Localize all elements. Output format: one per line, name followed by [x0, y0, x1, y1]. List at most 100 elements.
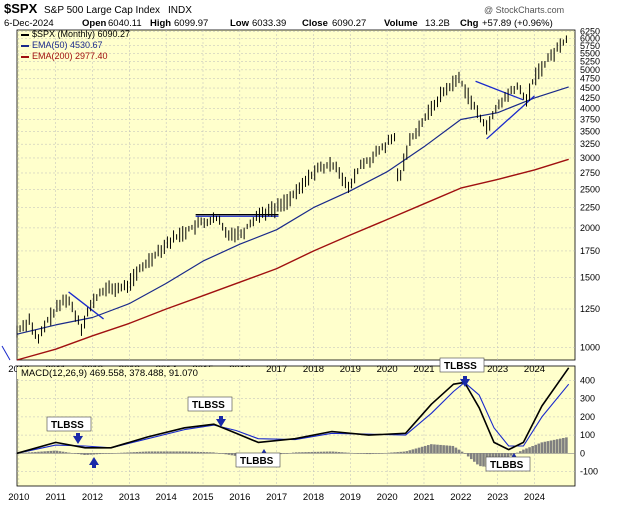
histogram-bar: [356, 453, 359, 454]
price-grid: [17, 30, 575, 360]
histogram-bar: [420, 446, 424, 454]
macd-y-tick-label: 300: [580, 394, 595, 404]
histogram-bar: [166, 451, 169, 454]
histogram-bar: [393, 452, 396, 454]
histogram-bar: [310, 451, 313, 454]
price-y-axis: 1000 1250 1500 1750 2000 2250 2500 2750 3000 3250…: [580, 26, 600, 352]
histogram-bar: [322, 451, 326, 454]
histogram-bar: [353, 453, 356, 454]
ema50-layer: [16, 86, 569, 335]
histogram-bar: [135, 452, 139, 454]
histogram-bar: [175, 451, 178, 454]
histogram-bar: [402, 451, 406, 454]
histogram-bar: [132, 452, 135, 454]
histogram-bar: [110, 453, 114, 454]
histogram-bar: [70, 453, 74, 454]
price-y-tick-label: 6250: [580, 26, 600, 36]
trendline-layer: [1, 80, 535, 361]
callout-box: [46, 416, 92, 432]
macd-x-tick-label: 2017: [266, 492, 287, 503]
histogram-bar: [482, 453, 485, 467]
legend-swatch: [21, 34, 29, 36]
price-y-tick-label: 4750: [580, 74, 600, 84]
macd-line: [16, 367, 570, 455]
histogram-bar: [77, 453, 80, 455]
histogram-bar: [334, 451, 338, 454]
histogram-bar: [479, 453, 482, 467]
histogram-bar: [107, 453, 111, 454]
macd-x-tick-label: 2020: [377, 492, 398, 503]
histogram-bar: [350, 452, 353, 454]
histogram-bar: [543, 441, 547, 454]
callout-label: TLBSS: [192, 400, 225, 411]
histogram-bar: [169, 451, 172, 454]
histogram-bar: [460, 451, 464, 454]
histogram-bar: [344, 452, 347, 454]
histogram-bar: [24, 452, 28, 454]
ema200-layer: [16, 158, 569, 361]
price-y-tick-label: 2000: [580, 223, 600, 233]
histogram-bar: [58, 451, 62, 454]
callout-box: [485, 456, 531, 472]
histogram-bar: [141, 451, 145, 454]
macd-label: MACD(12,26,9) 469.558, 378.488, 91.070: [21, 368, 198, 379]
histogram-bar: [150, 451, 154, 454]
price-y-tick-label: 5250: [580, 56, 600, 66]
histogram-bar: [454, 447, 458, 454]
histogram-bar: [414, 448, 418, 454]
legend-label: EMA(50) 4530.67: [32, 40, 103, 50]
price-x-tick-label: 2023: [487, 364, 508, 375]
chg-label: Chg: [460, 18, 479, 29]
histogram-bar: [473, 453, 476, 462]
legend-swatch: [21, 45, 29, 47]
histogram-bar: [448, 445, 452, 454]
legend-label: $SPX (Monthly) 6090.27: [32, 29, 130, 39]
histogram-bar: [288, 452, 292, 454]
histogram-bar: [341, 452, 344, 454]
histogram-bar: [515, 452, 519, 454]
histogram-bar: [126, 452, 129, 454]
histogram-bar: [89, 453, 92, 455]
histogram-bar: [123, 452, 126, 454]
price-y-tick-label: 3750: [580, 114, 600, 124]
histogram-bar: [362, 453, 366, 454]
histogram-bar: [144, 451, 148, 454]
histogram-bar: [368, 453, 372, 455]
histogram-bar: [295, 452, 298, 454]
histogram-bar: [52, 450, 56, 454]
histogram-bar: [555, 439, 559, 454]
histogram-bar: [509, 453, 513, 456]
histogram-bar: [18, 453, 22, 454]
histogram-bar: [399, 451, 402, 454]
histogram-bar: [506, 453, 510, 458]
histogram-bar: [46, 451, 49, 454]
callout-arrow: [73, 433, 83, 444]
histogram-bar: [325, 451, 329, 454]
histogram-bar: [519, 451, 522, 454]
macd-y-tick-label: 100: [580, 430, 595, 440]
callout-box: [439, 357, 485, 373]
histogram-bar: [562, 438, 565, 454]
price-y-tick-label: 2250: [580, 203, 600, 213]
histogram-bar: [163, 451, 166, 454]
histogram-bar: [423, 445, 427, 454]
price-y-tick-label: 1250: [580, 304, 600, 314]
histogram-bar: [40, 451, 43, 454]
histogram-bar: [445, 445, 449, 454]
histogram-bar: [390, 452, 393, 454]
high-label: High: [150, 18, 171, 29]
chg-value: +57.89 (+0.96%): [482, 18, 553, 29]
macd-x-tick-label: 2024: [524, 492, 545, 503]
callout-box: [187, 396, 233, 412]
price-y-tick-label: 3500: [580, 126, 600, 136]
high-value: 6099.97: [174, 18, 208, 29]
histogram-bar: [159, 451, 163, 454]
low-value: 6033.39: [252, 18, 286, 29]
price-y-tick-label: 5000: [580, 65, 600, 75]
histogram-bar: [469, 453, 473, 460]
histogram-bar: [21, 452, 25, 454]
callouts: TLBSS TLBSS TLBBS TLBBS TLBSS: [46, 357, 531, 472]
histogram-bar: [196, 451, 200, 454]
histogram-bar: [525, 448, 528, 454]
